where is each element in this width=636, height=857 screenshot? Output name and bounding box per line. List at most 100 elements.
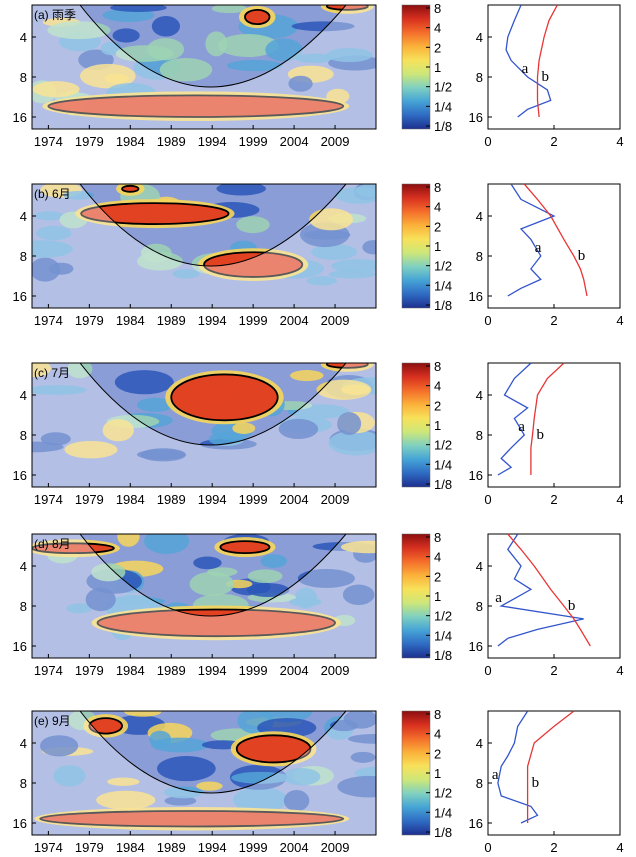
power-blob <box>309 208 354 231</box>
x-tick-label: 1999 <box>239 840 268 855</box>
y-tick-label: 8 <box>20 70 27 85</box>
heatmap-area <box>32 5 376 129</box>
x-tick-label: 1974 <box>34 313 63 328</box>
x-tick-label: 1999 <box>239 134 268 149</box>
power-blob <box>211 5 248 14</box>
spectrum-series-label: a <box>535 240 542 256</box>
colorbar-tick-label: 1/8 <box>434 648 452 663</box>
spectrum-x-tick-label: 4 <box>616 492 623 507</box>
power-blob <box>328 270 376 279</box>
cone-of-influence-line <box>79 363 347 446</box>
x-tick-label: 2004 <box>280 134 309 149</box>
power-peak <box>40 811 344 827</box>
panel-title: (d) 8月 <box>34 537 71 551</box>
spectrum-y-tick-label: 4 <box>476 209 483 224</box>
power-blob <box>136 397 174 412</box>
y-tick-label: 8 <box>20 249 27 264</box>
heatmap-area <box>32 184 376 308</box>
spectrum-line-a <box>497 533 584 647</box>
power-peak <box>48 95 344 117</box>
power-peak <box>236 735 311 763</box>
power-blob <box>233 787 288 813</box>
power-blob <box>246 583 290 597</box>
colorbar <box>401 710 431 836</box>
spectrum-frame <box>487 183 621 309</box>
spectrum-line-a <box>497 710 539 824</box>
power-blob <box>96 790 156 810</box>
power-blob <box>289 597 322 607</box>
power-blob <box>297 568 355 588</box>
power-blob <box>236 216 270 234</box>
power-peak <box>220 541 270 554</box>
y-tick-label: 16 <box>13 639 27 654</box>
x-tick-label: 1989 <box>157 663 186 678</box>
spectrum-x-tick-label: 2 <box>550 492 557 507</box>
colorbar-tick-label: 4 <box>434 379 441 394</box>
colorbar-tick-label: 2 <box>434 398 441 413</box>
spectrum-line-b <box>530 362 565 475</box>
power-peak <box>97 609 336 637</box>
spectrum-series-label: b <box>568 598 576 614</box>
power-blob <box>159 57 213 82</box>
x-tick-label: 1994 <box>198 134 227 149</box>
significance-contour <box>121 184 140 193</box>
colorbar <box>401 533 431 659</box>
x-tick-label: 2004 <box>280 492 309 507</box>
spectrum-series-label: b <box>532 775 540 791</box>
cone-of-influence-shade <box>32 184 376 308</box>
power-blob <box>337 775 376 798</box>
power-blob <box>67 363 93 379</box>
x-tick-label: 1974 <box>34 492 63 507</box>
power-blob <box>102 419 134 442</box>
x-tick-label: 1994 <box>198 840 227 855</box>
x-tick-label: 1984 <box>116 492 145 507</box>
power-blob <box>260 554 288 568</box>
y-tick-label: 4 <box>20 209 27 224</box>
spectrum-y-tick-label: 8 <box>476 70 483 85</box>
power-blob <box>247 569 283 583</box>
power-blob <box>278 418 319 440</box>
colorbar-tick-label: 1/4 <box>434 628 452 643</box>
heatmap-frame <box>31 533 377 659</box>
colorbar <box>401 4 431 130</box>
power-blob <box>226 59 283 72</box>
significance-contour <box>39 810 345 828</box>
power-blob <box>53 765 86 787</box>
spectrum-y-tick-label: 8 <box>476 599 483 614</box>
power-blob <box>282 768 321 786</box>
x-tick-label: 1979 <box>75 840 104 855</box>
spectrum-y-tick-label: 8 <box>476 428 483 443</box>
x-tick-label: 1989 <box>157 840 186 855</box>
y-tick-label: 4 <box>20 30 27 45</box>
power-blob <box>151 15 181 37</box>
spectrum-x-tick-label: 0 <box>484 134 491 149</box>
spectrum-x-tick-label: 0 <box>484 492 491 507</box>
spectrum-x-tick-label: 4 <box>616 840 623 855</box>
x-tick-label: 2009 <box>321 134 350 149</box>
x-tick-label: 2009 <box>321 313 350 328</box>
x-tick-label: 1994 <box>198 492 227 507</box>
colorbar-tick-label: 1/4 <box>434 278 452 293</box>
y-tick-label: 8 <box>20 776 27 791</box>
spectrum-line-a <box>505 4 552 118</box>
y-tick-label: 16 <box>13 468 27 483</box>
power-blob <box>114 370 174 395</box>
cone-of-influence-shade <box>32 534 376 658</box>
heatmap-area <box>32 711 376 835</box>
significance-contour <box>203 251 304 278</box>
power-blob <box>193 556 222 570</box>
panel-title: (a) 雨季 <box>34 8 76 22</box>
power-blob <box>36 225 72 241</box>
spectrum-x-tick-label: 2 <box>550 134 557 149</box>
power-peak <box>89 718 123 734</box>
power-blob <box>288 75 313 92</box>
colorbar-tick-label: 1/4 <box>434 457 452 472</box>
power-blob <box>91 563 126 582</box>
colorbar <box>401 183 431 309</box>
power-blob <box>112 28 140 43</box>
panel-title: (e) 9月 <box>34 714 71 728</box>
x-tick-label: 1999 <box>239 663 268 678</box>
x-tick-label: 1984 <box>116 663 145 678</box>
colorbar-tick-label: 8 <box>434 530 441 545</box>
